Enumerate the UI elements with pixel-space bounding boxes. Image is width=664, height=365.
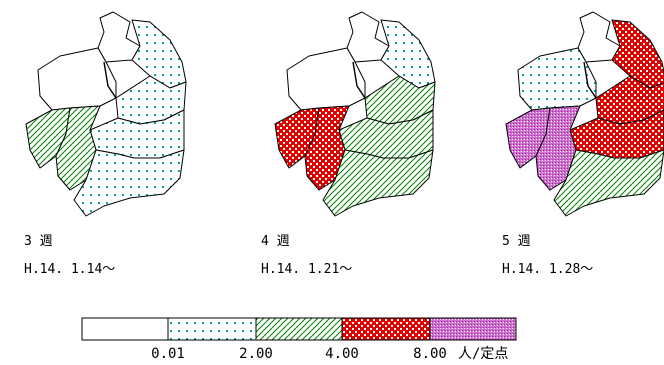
date-label: H.14. 1.14～ xyxy=(24,262,115,277)
region-1 xyxy=(97,11,141,63)
legend-threshold-3: 4.00 xyxy=(325,346,359,362)
legend-swatch-white xyxy=(81,317,169,341)
date-label: H.14. 1.28～ xyxy=(502,262,593,277)
region-1 xyxy=(346,11,390,63)
week-label: 3 週 xyxy=(24,234,53,249)
legend-swatch-purple xyxy=(429,317,517,341)
legend-threshold-1: 0.01 xyxy=(151,346,185,362)
map-week-3: 3 週 H.14. 1.14～ xyxy=(24,11,187,277)
week-label: 5 週 xyxy=(502,234,531,249)
lake-line xyxy=(583,61,597,99)
legend-swatch-dots xyxy=(167,317,257,341)
region-1 xyxy=(577,11,621,63)
week-label: 4 週 xyxy=(261,234,290,249)
region-8 xyxy=(73,149,185,217)
lake-line xyxy=(352,61,366,99)
region-7 xyxy=(55,105,101,191)
legend-threshold-2: 2.00 xyxy=(239,346,273,362)
legend-swatch-hatch xyxy=(255,317,343,341)
region-3 xyxy=(380,19,436,89)
legend-threshold-4: 8.00 xyxy=(413,346,447,362)
map-week-5: 5 週 H.14. 1.28～ xyxy=(502,11,664,277)
legend-swatch-red xyxy=(341,317,431,341)
region-3 xyxy=(611,19,664,89)
region-7 xyxy=(535,105,581,191)
map-week-4: 4 週 H.14. 1.21～ xyxy=(261,11,436,277)
date-label: H.14. 1.21～ xyxy=(261,262,352,277)
region-8 xyxy=(553,149,664,217)
region-3 xyxy=(131,19,187,89)
legend-unit: 人/定点 xyxy=(458,346,508,362)
region-7 xyxy=(304,105,350,191)
region-8 xyxy=(322,149,434,217)
lake-line xyxy=(103,61,117,99)
legend: 0.01 2.00 4.00 8.00 人/定点 xyxy=(81,317,517,362)
